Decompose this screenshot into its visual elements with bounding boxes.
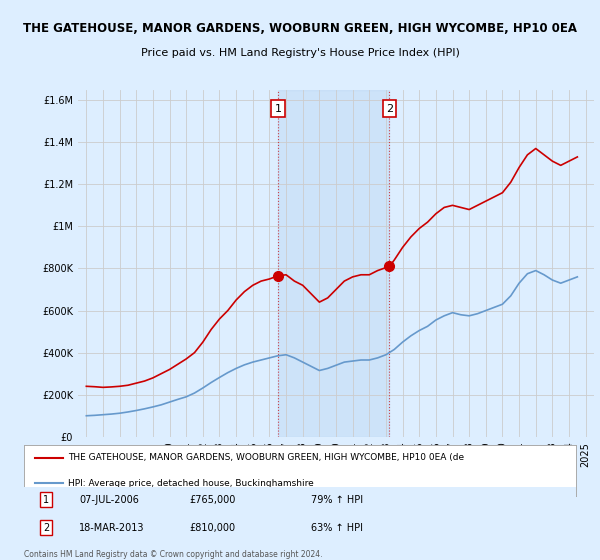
- Text: 2: 2: [386, 104, 393, 114]
- Text: 79% ↑ HPI: 79% ↑ HPI: [311, 494, 363, 505]
- Text: Price paid vs. HM Land Registry's House Price Index (HPI): Price paid vs. HM Land Registry's House …: [140, 48, 460, 58]
- Text: £810,000: £810,000: [190, 522, 236, 533]
- Text: 2: 2: [43, 522, 49, 533]
- Text: 63% ↑ HPI: 63% ↑ HPI: [311, 522, 363, 533]
- Text: HPI: Average price, detached house, Buckinghamshire: HPI: Average price, detached house, Buck…: [68, 478, 314, 488]
- Text: £765,000: £765,000: [190, 494, 236, 505]
- Text: 1: 1: [43, 494, 49, 505]
- Text: 07-JUL-2006: 07-JUL-2006: [79, 494, 139, 505]
- Text: THE GATEHOUSE, MANOR GARDENS, WOOBURN GREEN, HIGH WYCOMBE, HP10 0EA (de: THE GATEHOUSE, MANOR GARDENS, WOOBURN GR…: [68, 453, 464, 463]
- Text: Contains HM Land Registry data © Crown copyright and database right 2024.
This d: Contains HM Land Registry data © Crown c…: [24, 550, 323, 560]
- Text: THE GATEHOUSE, MANOR GARDENS, WOOBURN GREEN, HIGH WYCOMBE, HP10 0EA: THE GATEHOUSE, MANOR GARDENS, WOOBURN GR…: [23, 22, 577, 35]
- Text: 18-MAR-2013: 18-MAR-2013: [79, 522, 145, 533]
- Text: 1: 1: [275, 104, 281, 114]
- Bar: [278, 90, 389, 437]
